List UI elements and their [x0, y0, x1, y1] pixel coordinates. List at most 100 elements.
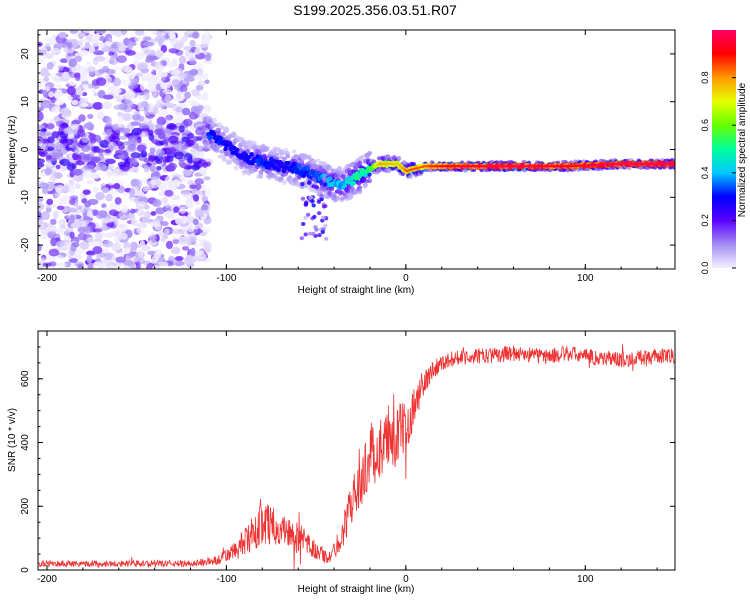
spectral-noise-blob: [155, 250, 161, 257]
spectral-noise-blob: [38, 131, 46, 137]
spectral-ridge-peak: [631, 162, 634, 165]
spectral-ridge-peak: [666, 162, 669, 165]
spectral-ridge-peak: [504, 165, 506, 168]
spectral-noise-blob: [171, 173, 182, 179]
spectral-ridge-blob: [323, 223, 328, 228]
spectral-noise-blob: [61, 122, 69, 129]
spectral-ridge-peak: [607, 163, 609, 166]
colorbar-tick-label: 0.8: [700, 71, 710, 84]
spectral-noise-blob: [147, 103, 154, 113]
spectral-ridge-peak: [625, 162, 627, 165]
spectral-noise-blob: [130, 218, 138, 227]
spectral-ridge-peak: [421, 165, 424, 168]
snr-y-tick-label: 200: [20, 497, 31, 514]
spectrogram-y-tick-label: -20: [20, 237, 31, 252]
spectral-ridge-peak: [549, 165, 551, 168]
spectral-ridge-peak: [382, 162, 384, 165]
spectral-ridge-core: [342, 183, 348, 189]
spectral-ridge-blob: [219, 125, 225, 130]
spectral-ridge-peak: [622, 162, 624, 165]
spectral-ridge-peak: [438, 165, 440, 168]
spectral-ridge-blob: [357, 188, 363, 194]
spectral-noise-blob: [189, 69, 199, 76]
spectral-noise-blob: [55, 164, 61, 170]
spectral-ridge-peak: [385, 162, 387, 165]
spectral-noise-blob: [58, 197, 69, 205]
spectral-ridge-peak: [634, 162, 636, 165]
spectral-ridge-peak: [495, 165, 497, 168]
spectral-ridge-peak: [458, 165, 460, 168]
spectral-ridge-peak: [620, 162, 622, 165]
spectral-ridge-peak: [638, 162, 640, 165]
spectral-ridge-peak: [631, 162, 633, 165]
spectral-noise-blob: [165, 240, 173, 250]
spectral-noise-blob: [61, 184, 70, 194]
spectral-ridge-core: [211, 131, 217, 137]
spectral-ridge-peak: [468, 165, 470, 168]
spectral-noise-blob: [101, 101, 112, 110]
spectral-ridge-peak: [651, 162, 653, 165]
spectral-ridge-peak: [411, 168, 413, 171]
spectral-noise-blob: [76, 247, 85, 254]
snr-x-axis: -200 -100 0 100: [37, 331, 658, 585]
spectral-noise-blob: [131, 127, 143, 136]
spectral-ridge-peak: [388, 162, 390, 165]
spectral-ridge-peak: [416, 167, 418, 170]
spectral-noise-blob: [158, 108, 169, 117]
spectral-ridge-peak: [587, 164, 589, 167]
spectral-noise-blob: [82, 216, 91, 221]
spectral-noise-blob: [52, 131, 59, 136]
spectral-noise-blob: [66, 86, 76, 96]
spectral-noise-blob: [38, 124, 46, 130]
spectral-noise-blob: [195, 121, 204, 129]
spectral-noise-blob: [76, 205, 82, 211]
spectral-noise-blob: [67, 207, 77, 213]
spectral-noise-blob: [43, 76, 50, 82]
spectral-ridge-peak: [491, 165, 493, 168]
spectral-ridge-peak: [482, 165, 484, 168]
spectral-noise-blob: [113, 182, 121, 190]
spectral-ridge-peak: [461, 165, 463, 168]
spectral-ridge-peak: [592, 164, 594, 167]
spectral-ridge-peak: [605, 163, 608, 166]
spectral-ridge-peak: [539, 165, 541, 168]
spectral-noise-blob: [105, 68, 116, 75]
spectral-ridge-peak: [376, 164, 378, 167]
spectral-ridge-peak: [613, 163, 616, 166]
spectral-noise-blob: [43, 131, 52, 137]
spectral-noise-blob: [40, 139, 51, 144]
spectral-ridge-blob: [362, 183, 368, 189]
spectral-noise-blob: [122, 141, 133, 146]
spectral-noise-blob: [93, 50, 104, 56]
spectral-ridge-peak: [632, 162, 635, 165]
spectral-ridge-peak: [637, 162, 639, 165]
spectral-ridge-blob: [212, 117, 217, 124]
spectral-noise-blob: [180, 190, 192, 198]
spectral-noise-blob: [136, 144, 147, 152]
spectral-noise-blob: [182, 177, 189, 185]
spectral-noise-blob: [85, 33, 95, 42]
spectral-noise-blob: [192, 31, 200, 39]
spectral-ridge-peak: [669, 162, 671, 165]
spectral-ridge-peak: [391, 162, 393, 165]
spectral-ridge-blob: [216, 130, 222, 135]
spectral-ridge-peak: [486, 165, 488, 168]
spectral-ridge-peak: [474, 165, 477, 168]
spectral-noise-blob: [66, 227, 74, 232]
spectral-ridge-peak: [558, 165, 560, 168]
spectral-ridge-blob: [299, 236, 305, 241]
spectral-ridge-core: [301, 173, 306, 178]
spectral-noise-blob: [92, 186, 100, 193]
spectral-ridge-peak: [583, 164, 585, 167]
spectral-ridge-blob: [327, 165, 333, 171]
spectral-noise-blob: [175, 106, 183, 113]
spectral-noise-blob: [134, 244, 141, 249]
spectral-ridge-blob: [320, 230, 325, 235]
spectral-noise-blob: [150, 179, 156, 186]
spectral-ridge-peak: [477, 165, 479, 168]
spectral-ridge-peak: [466, 165, 469, 168]
spectral-noise-blob: [90, 157, 101, 163]
spectral-ridge-peak: [440, 165, 443, 168]
spectral-noise-blob: [56, 205, 65, 210]
spectral-ridge-blob: [220, 132, 226, 137]
